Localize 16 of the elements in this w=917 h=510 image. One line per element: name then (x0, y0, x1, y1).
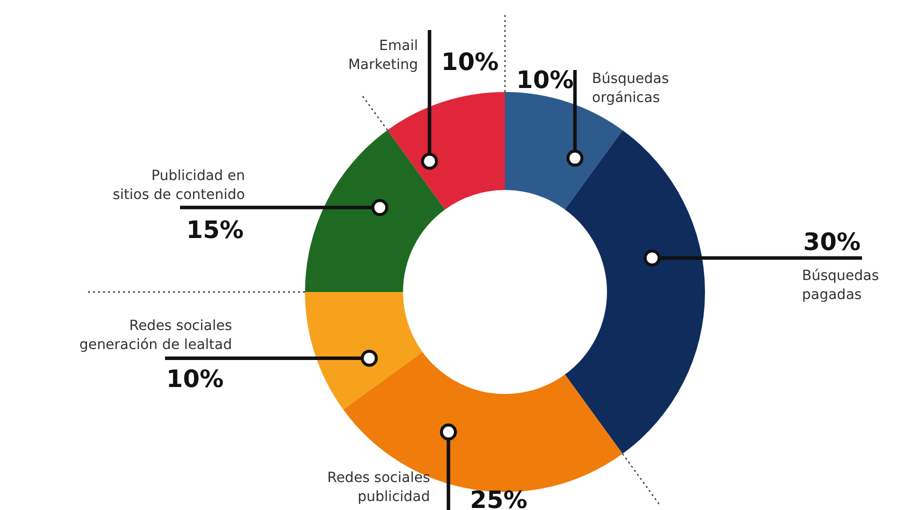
data-label: 15% (186, 216, 244, 244)
data-label: 10% (166, 365, 224, 393)
slice-label: Email Marketing (348, 38, 418, 73)
donut-slice (387, 92, 505, 210)
data-label: 10% (516, 66, 574, 94)
data-label: 25% (470, 486, 528, 510)
donut-slice (305, 292, 422, 410)
data-label: 30% (803, 228, 861, 256)
slice-label: Publicidad en sitios de contenido (112, 168, 245, 203)
donut-slice (564, 130, 705, 454)
data-label: 10% (441, 48, 499, 76)
slice-label: Redes sociales generación de lealtad (79, 318, 232, 353)
slice-label: Búsquedas pagadas (802, 268, 879, 303)
slice-label: Búsquedas orgánicas (592, 71, 669, 106)
donut-slice (305, 130, 446, 292)
slice-label: Redes sociales publicidad (327, 470, 430, 505)
